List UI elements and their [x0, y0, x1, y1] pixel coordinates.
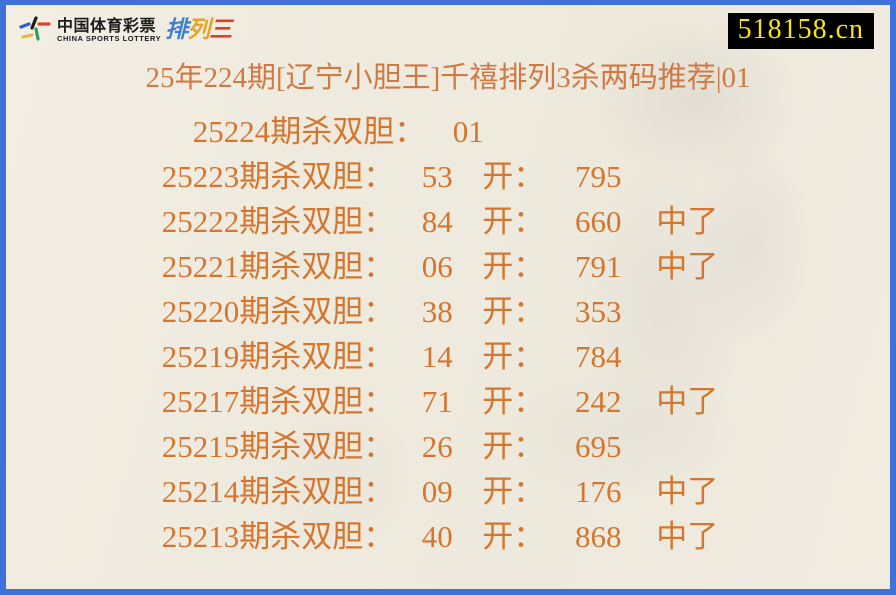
- row-open-label: 开: [482, 294, 514, 329]
- row-open-value: 660: [575, 204, 622, 239]
- table-row: 25220 期杀双胆： 38 开： 353: [162, 289, 735, 334]
- row-kill-colon: ：: [363, 519, 395, 554]
- brand-name-en: CHINA SPORTS LOTTERY: [57, 33, 162, 43]
- row-open-value: 795: [575, 159, 622, 194]
- row-open-colon: ：: [513, 474, 545, 509]
- table-row: 25224 期杀双胆： 01: [193, 109, 704, 154]
- row-kill-colon: ：: [363, 339, 395, 374]
- row-open-colon: ：: [513, 294, 545, 329]
- brand-text-block: 中国体育彩票 CHINA SPORTS LOTTERY: [57, 14, 161, 46]
- row-issue-number: 25224: [192, 114, 271, 149]
- row-open-value: 242: [575, 384, 622, 419]
- row-open-colon: ：: [513, 204, 545, 239]
- row-open-colon: ：: [513, 384, 545, 419]
- page-title: 25年224期[辽宁小胆王]千禧排列3杀两码推荐|01: [145, 62, 751, 94]
- row-kill-value: 53: [421, 159, 453, 194]
- row-open-label: 开: [482, 339, 514, 374]
- row-kill-value: 71: [421, 384, 453, 419]
- row-hit-badge: 中了: [656, 384, 719, 419]
- table-row: 25214 期杀双胆： 09 开： 176 中了: [162, 469, 735, 514]
- row-open-value: 868: [575, 519, 622, 554]
- row-kill-value: 26: [421, 429, 453, 464]
- row-issue-number: 25220: [161, 294, 240, 329]
- table-row: 25222 期杀双胆： 84 开： 660 中了: [162, 199, 735, 244]
- row-kill-label: 期杀双胆: [239, 159, 364, 194]
- row-issue-number: 25221: [161, 249, 240, 284]
- row-kill-label: 期杀双胆: [239, 474, 364, 509]
- row-kill-value: 06: [421, 249, 453, 284]
- row-issue-number: 25219: [161, 339, 240, 374]
- row-kill-label: 期杀双胆: [239, 294, 364, 329]
- row-open-colon: ：: [513, 339, 545, 374]
- china-sports-lottery-pinwheel-icon: [18, 15, 52, 45]
- game-name-char-3: 三: [209, 17, 232, 43]
- table-row: 25223 期杀双胆： 53 开： 795: [162, 154, 735, 199]
- row-issue-number: 25223: [161, 159, 240, 194]
- site-watermark: 518158.cn: [727, 13, 874, 49]
- row-kill-colon: ：: [363, 429, 395, 464]
- page-header: 中国体育彩票 CHINA SPORTS LOTTERY 排列三 518158.c…: [6, 5, 890, 51]
- row-kill-value: 14: [421, 339, 453, 374]
- row-open-label: 开: [482, 519, 514, 554]
- table-row: 25215 期杀双胆： 26 开： 695: [162, 424, 735, 469]
- table-row: 25217 期杀双胆： 71 开： 242 中了: [162, 379, 735, 424]
- row-kill-colon: ：: [394, 114, 426, 149]
- prediction-list: 25224 期杀双胆： 01 25223 期杀双胆： 53 开： 795 25222 期杀双胆： 8…: [6, 109, 890, 559]
- row-open-value: 791: [575, 249, 622, 284]
- row-hit-badge: 中了: [656, 474, 719, 509]
- row-issue-number: 25222: [161, 204, 240, 239]
- row-kill-value: 84: [421, 204, 453, 239]
- row-kill-value: 38: [421, 294, 453, 329]
- row-kill-colon: ：: [363, 204, 395, 239]
- row-open-value: 784: [575, 339, 622, 374]
- row-issue-number: 25213: [161, 519, 240, 554]
- table-row: 25219 期杀双胆： 14 开： 784: [162, 334, 735, 379]
- row-kill-label: 期杀双胆: [239, 519, 364, 554]
- row-open-label: 开: [482, 474, 514, 509]
- game-name: 排列三: [165, 17, 232, 43]
- row-open-colon: ：: [513, 159, 545, 194]
- row-open-label: 开: [482, 384, 514, 419]
- row-kill-value: 40: [421, 519, 453, 554]
- row-kill-label: 期杀双胆: [270, 114, 395, 149]
- game-name-char-1: 排: [165, 17, 188, 43]
- table-row: 25221 期杀双胆： 06 开： 791 中了: [162, 244, 735, 289]
- row-issue-number: 25215: [161, 429, 240, 464]
- row-hit-badge: 中了: [656, 249, 719, 284]
- row-kill-label: 期杀双胆: [239, 249, 364, 284]
- row-open-colon: ：: [513, 249, 545, 284]
- row-open-value: 353: [575, 294, 622, 329]
- row-kill-label: 期杀双胆: [239, 339, 364, 374]
- row-kill-colon: ：: [363, 384, 395, 419]
- row-open-value: 695: [575, 429, 622, 464]
- page-content: 中国体育彩票 CHINA SPORTS LOTTERY 排列三 518158.c…: [6, 5, 890, 589]
- row-open-label: 开: [482, 159, 514, 194]
- row-kill-label: 期杀双胆: [239, 429, 364, 464]
- brand-name-cn: 中国体育彩票: [57, 15, 157, 35]
- row-kill-label: 期杀双胆: [239, 204, 364, 239]
- row-open-colon: ：: [513, 519, 545, 554]
- row-open-label: 开: [482, 429, 514, 464]
- table-row: 25213 期杀双胆： 40 开： 868 中了: [162, 514, 735, 559]
- row-kill-value: 09: [421, 474, 453, 509]
- row-kill-colon: ：: [363, 474, 395, 509]
- row-open-value: 176: [575, 474, 622, 509]
- game-name-char-2: 列: [187, 17, 210, 43]
- row-kill-value: 01: [452, 114, 484, 149]
- row-open-label: 开: [482, 204, 514, 239]
- row-issue-number: 25217: [161, 384, 240, 419]
- row-open-colon: ：: [513, 429, 545, 464]
- row-kill-colon: ：: [363, 159, 395, 194]
- row-issue-number: 25214: [161, 474, 240, 509]
- brand-lockup: 中国体育彩票 CHINA SPORTS LOTTERY 排列三: [18, 13, 232, 47]
- row-open-label: 开: [482, 249, 514, 284]
- row-kill-label: 期杀双胆: [239, 384, 364, 419]
- row-kill-colon: ：: [363, 249, 395, 284]
- row-kill-colon: ：: [363, 294, 395, 329]
- row-hit-badge: 中了: [656, 204, 719, 239]
- row-hit-badge: 中了: [656, 519, 719, 554]
